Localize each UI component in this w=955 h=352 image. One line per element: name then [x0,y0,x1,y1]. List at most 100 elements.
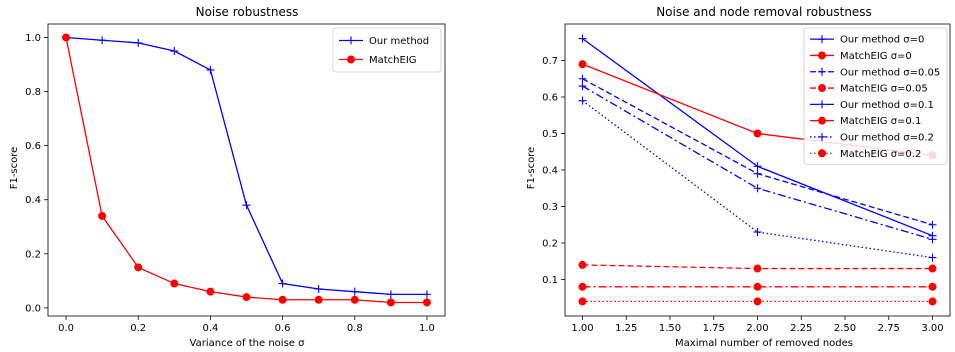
x-tick-label: 0.4 [202,323,218,334]
data-point [242,293,251,302]
y-axis-label: F1-score [9,147,20,190]
series-3 [578,260,937,273]
data-point [314,295,323,304]
legend: Our method σ=0 MatchEIG σ=0 Our method σ=0… [803,27,948,165]
y-tick-label: 0.6 [25,141,41,152]
data-point [206,65,215,74]
data-point [314,284,323,293]
chart-title: Noise and node removal robustness [656,5,872,19]
chart-noise-robustness: Noise robustness Variance of the noise σ… [9,5,446,349]
data-point [134,38,143,47]
data-point [134,263,143,272]
series-line [582,100,933,259]
data-point [350,287,359,296]
series-2 [578,74,937,229]
data-point [170,279,179,288]
legend-marker [818,84,827,93]
data-point [98,36,107,45]
x-tick-label: 0.2 [130,323,146,334]
y-tick-label: 1.0 [25,33,41,44]
legend-label: MatchEIG σ=0.1 [840,116,921,127]
data-point [578,34,587,43]
data-point [578,74,587,83]
data-point [278,279,287,288]
x-tick-label: 3.00 [921,323,943,334]
legend-label: MatchEIG σ=0.05 [840,84,928,95]
legend-marker [818,132,826,141]
data-point [928,282,937,291]
series-5 [578,282,937,291]
data-point [753,297,762,306]
x-tick-label: 1.75 [703,323,725,334]
y-tick-label: 0.6 [542,93,558,104]
data-point [422,290,431,299]
x-tick-label: 2.75 [878,323,900,334]
data-point [578,297,587,306]
legend-marker [818,67,826,76]
x-tick-label: 1.0 [419,323,435,334]
data-point [206,287,215,296]
legend-label: MatchEIG σ=0 [840,51,912,62]
series-1 [62,33,431,307]
chart-title: Noise robustness [196,5,299,19]
y-tick-label: 0.4 [542,166,558,177]
legend-label: MatchEIG σ=0.2 [840,149,921,160]
legend-label: Our method [369,36,429,47]
legend-label: Our method σ=0 [840,35,924,46]
y-tick-label: 0.4 [25,195,41,206]
x-tick-label: 0.6 [275,323,291,334]
x-tick-label: 1.00 [571,323,593,334]
data-point [62,33,71,42]
series-line [65,36,427,296]
data-point [753,184,762,193]
data-point [753,264,762,273]
y-tick-label: 0.1 [542,275,558,286]
y-tick-label: 0.5 [542,129,558,140]
series-6 [578,96,937,262]
data-point [170,47,179,56]
series-4 [578,82,937,244]
legend-box [803,27,948,165]
series-7 [578,297,937,306]
legend-marker [818,51,827,60]
legend-marker [818,100,826,109]
legend-marker [818,149,827,158]
legend-marker [818,35,826,44]
y-tick-label: 0.7 [542,56,558,67]
series-0 [62,33,431,299]
data-point [753,282,762,291]
data-point [350,295,359,304]
data-point [753,162,762,171]
y-tick-label: 0.2 [542,239,558,250]
legend-marker [347,36,355,45]
plot-frame [47,23,446,317]
y-tick-label: 0.3 [542,202,558,213]
x-tick-label: 2.25 [790,323,812,334]
x-tick-label: 0.0 [58,323,74,334]
data-point [386,290,395,299]
y-tick-label: 0.2 [25,249,41,260]
data-point [422,298,431,307]
data-point [928,264,937,273]
legend-marker [346,55,355,64]
data-point [242,201,251,210]
x-tick-label: 1.25 [615,323,637,334]
data-point [386,298,395,307]
data-point [753,228,762,237]
data-point [928,235,937,244]
data-point [578,282,587,291]
data-point [578,260,587,269]
y-tick-label: 0.8 [25,87,41,98]
series-line [65,37,427,304]
x-tick-label: 2.50 [834,323,856,334]
data-point [278,295,287,304]
y-tick-label: 0.0 [25,303,41,314]
x-axis-label: Variance of the noise σ [190,338,306,349]
data-point [578,96,587,105]
legend-marker [818,116,827,125]
data-point [928,253,937,262]
data-point [928,220,937,229]
legend-label: Our method σ=0.1 [840,100,934,111]
data-point [753,129,762,138]
